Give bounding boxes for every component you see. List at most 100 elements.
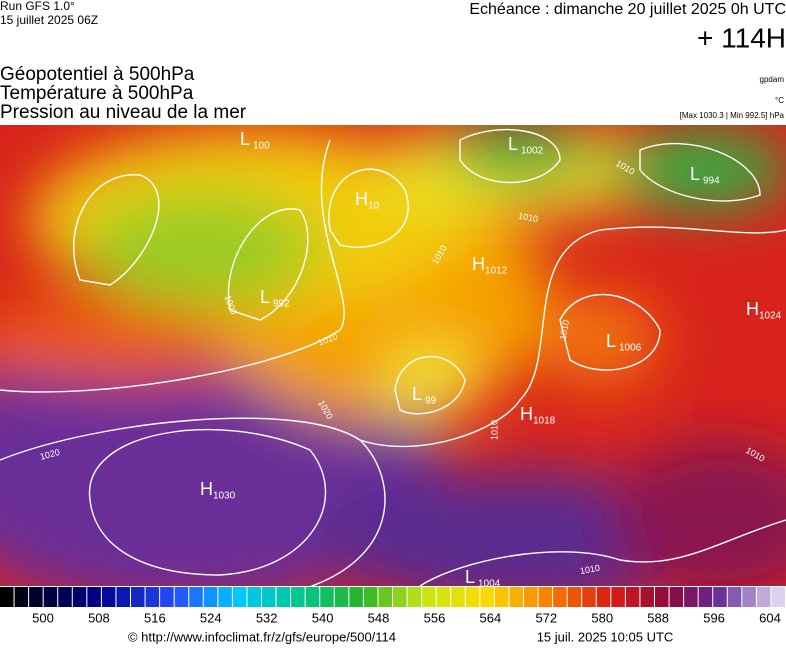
center-letter: H bbox=[746, 299, 759, 319]
colorbar-swatch bbox=[363, 587, 378, 607]
colorbar-swatch bbox=[305, 587, 320, 607]
colorbar-swatch bbox=[582, 587, 596, 607]
colorbar-swatch bbox=[174, 587, 189, 607]
colorbar-swatch bbox=[276, 587, 291, 607]
colorbar-swatch bbox=[596, 587, 611, 607]
colorbar-swatch bbox=[14, 587, 29, 607]
center-value: 10 bbox=[368, 201, 380, 212]
lead-time: + 114H bbox=[697, 22, 786, 53]
run: Run GFS 1.0° bbox=[0, 0, 75, 13]
center-value: 1018 bbox=[533, 416, 556, 427]
unit: °C bbox=[775, 96, 784, 105]
unit: [Max 1030.3 | Min 992.5] hPa bbox=[680, 111, 785, 120]
center-letter: L bbox=[260, 287, 270, 307]
center-value: 99 bbox=[425, 396, 437, 407]
colorbar-swatch bbox=[538, 587, 553, 607]
colorbar-swatch bbox=[349, 587, 363, 607]
colorbar-swatch bbox=[771, 587, 785, 607]
colorbar-swatch bbox=[247, 587, 261, 607]
colorbar-tick-label: 596 bbox=[703, 610, 725, 625]
center-letter: L bbox=[606, 331, 616, 351]
colorbar-swatch bbox=[116, 587, 130, 607]
colorbar-tick-label: 580 bbox=[591, 610, 613, 625]
map bbox=[0, 125, 786, 586]
colorbar-swatch bbox=[422, 587, 436, 607]
center-letter: H bbox=[472, 254, 485, 274]
colorbar-tick-label: 572 bbox=[535, 610, 557, 625]
echeance: Echéance : dimanche 20 juillet 2025 0h U… bbox=[469, 1, 786, 18]
colorbar-swatch bbox=[640, 587, 654, 607]
source-url[interactable]: © http://www.infoclimat.fr/z/gfs/europe/… bbox=[128, 629, 396, 644]
colorbar-swatch bbox=[611, 587, 625, 607]
isobar-label: 1010 bbox=[489, 420, 499, 440]
colorbar-swatch bbox=[567, 587, 582, 607]
colorbar-swatch bbox=[669, 587, 684, 607]
colorbar-swatch bbox=[43, 587, 58, 607]
colorbar-swatch bbox=[684, 587, 698, 607]
colorbar-swatch bbox=[553, 587, 567, 607]
colorbar-swatch bbox=[291, 587, 305, 607]
colorbar-swatch bbox=[393, 587, 407, 607]
center-value: 1030 bbox=[213, 491, 236, 502]
center-value: 100 bbox=[253, 141, 270, 152]
title: Pression au niveau de la mer bbox=[0, 102, 247, 123]
center-value: 1012 bbox=[485, 266, 508, 277]
colorbar-tick-label: 508 bbox=[88, 610, 110, 625]
center-value: 1024 bbox=[759, 311, 782, 322]
run-date: 15 juillet 2025 06Z bbox=[0, 13, 98, 27]
isobar-label: 1010 bbox=[558, 319, 571, 340]
isobar-label: 1010 bbox=[517, 211, 538, 224]
colorbar-swatch bbox=[131, 587, 145, 607]
colorbar-tick-label: 604 bbox=[759, 610, 781, 625]
center-letter: L bbox=[465, 567, 475, 587]
colorbar-swatch bbox=[72, 587, 87, 607]
colorbar-swatch bbox=[160, 587, 174, 607]
colorbar-swatch bbox=[378, 587, 392, 607]
isobar-label: 1010 bbox=[579, 563, 600, 576]
center-value: 1004 bbox=[478, 579, 501, 590]
colorbar-swatch bbox=[407, 587, 422, 607]
center-value: 1006 bbox=[619, 343, 642, 354]
colorbar-swatch bbox=[101, 587, 116, 607]
colorbar-swatch bbox=[713, 587, 727, 607]
colorbar-swatch bbox=[334, 587, 349, 607]
colorbar-tick-label: 556 bbox=[424, 610, 446, 625]
center-letter: H bbox=[200, 479, 213, 499]
colorbar-swatch bbox=[436, 587, 451, 607]
colorbar-swatch bbox=[480, 587, 494, 607]
colorbar-tick-label: 588 bbox=[647, 610, 669, 625]
colorbar-tick-label: 500 bbox=[32, 610, 54, 625]
colorbar-swatch bbox=[262, 587, 276, 607]
colorbar-swatch bbox=[58, 587, 72, 607]
center-letter: L bbox=[508, 134, 518, 154]
colorbar-swatch bbox=[232, 587, 247, 607]
unit: gpdam bbox=[760, 75, 785, 84]
center-value: 992 bbox=[273, 299, 290, 310]
center-letter: H bbox=[355, 189, 368, 209]
colorbar-swatch bbox=[698, 587, 713, 607]
colorbar-swatch bbox=[29, 587, 43, 607]
colorbar-tick-label: 564 bbox=[480, 610, 502, 625]
colorbar-tick-label: 516 bbox=[144, 610, 166, 625]
colorbar-swatch bbox=[625, 587, 640, 607]
colorbar-swatch bbox=[0, 587, 14, 607]
colorbar-swatch bbox=[87, 587, 101, 607]
colorbar-swatch bbox=[727, 587, 742, 607]
colorbar-swatch bbox=[742, 587, 756, 607]
colorbar-tick-label: 540 bbox=[312, 610, 334, 625]
title: Température à 500hPa bbox=[0, 83, 194, 104]
colorbar-swatch bbox=[145, 587, 160, 607]
center-letter: L bbox=[412, 384, 422, 404]
title: Géopotentiel à 500hPa bbox=[0, 64, 195, 85]
center-letter: H bbox=[520, 404, 533, 424]
colorbar-swatch bbox=[218, 587, 232, 607]
colorbar-swatch bbox=[451, 587, 465, 607]
colorbar-swatch bbox=[655, 587, 669, 607]
center-letter: L bbox=[240, 129, 250, 149]
colorbar-swatch bbox=[509, 587, 523, 607]
colorbar-tick-label: 524 bbox=[200, 610, 222, 625]
colorbar-swatch bbox=[320, 587, 334, 607]
center-value: 1002 bbox=[521, 146, 544, 157]
colorbar-swatch bbox=[203, 587, 218, 607]
